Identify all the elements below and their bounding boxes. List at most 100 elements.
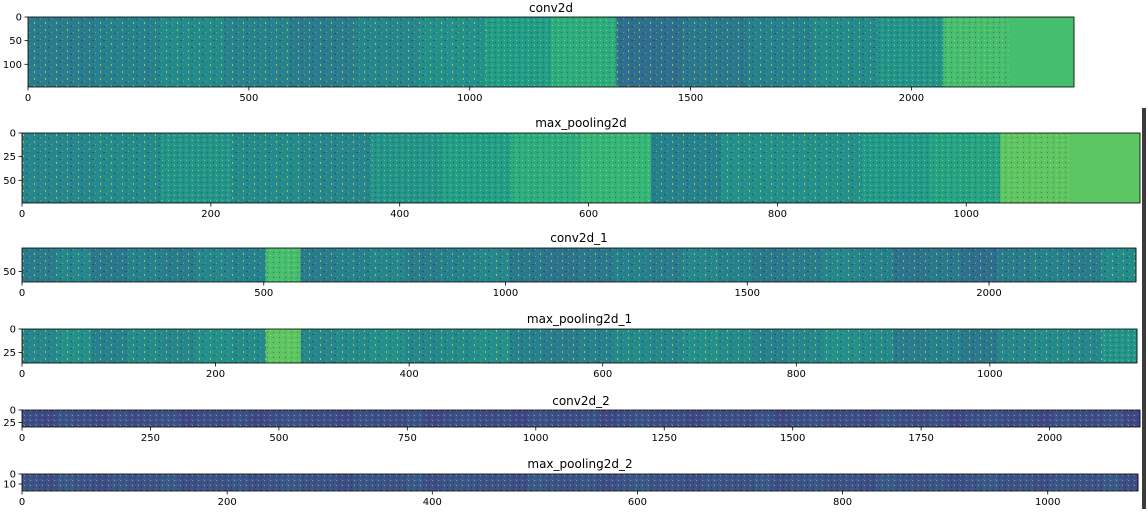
max-pooling2d-tile-texture [720,133,792,203]
conv2d-2-tile-texture [126,410,145,427]
max-pooling2d-2-tile-texture [231,474,250,491]
conv2d-2-tile-texture [982,410,1001,427]
conv2d-1-tile-texture [857,248,893,282]
max-pooling2d-x-tick-label: 200 [201,209,220,220]
conv2d-frame [27,16,1075,88]
max-pooling2d-1-x-tick-label: 600 [593,369,612,380]
max-pooling2d-2-tile-texture [545,474,563,491]
conv2d-2-y-tick-label: 0 [10,406,16,417]
max-pooling2d-2-tile-texture [440,474,459,491]
max-pooling2d-2-tile-texture [318,474,337,491]
max-pooling2d-1-tile-texture [684,329,720,363]
max-pooling2d-1-tile-texture [335,329,371,363]
conv2d-2-tile-texture [22,410,40,427]
conv2d-1-tile-texture [1066,248,1102,282]
conv2d-2-tile-texture [598,410,617,427]
conv2d-2-panel: conv2d_2 0 250 500 750 1000 1250 1500 1750 2000 02… [3,394,1141,444]
max-pooling2d-2-tile-texture [1050,474,1069,491]
max-pooling2d-tile-texture [231,133,302,203]
conv2d-1-x-tick-label: 1000 [493,288,518,299]
max-pooling2d-1-tile-texture [823,329,859,363]
max-pooling2d-2-tile-texture [126,474,145,491]
conv2d-tile-texture [747,17,813,87]
conv2d-2-tile-texture [441,410,460,427]
conv2d-tile-texture [877,17,944,87]
conv2d-2-tile-texture [773,410,792,427]
conv2d-1-tile-texture [265,248,301,282]
conv2d-2-tile-texture [790,410,809,427]
max-pooling2d-1-tile-texture [509,329,546,363]
max-pooling2d-1-tile-texture [370,329,406,363]
max-pooling2d-2-tile-texture [1085,474,1104,491]
max-pooling2d-1-x-tick-label: 1000 [977,369,1002,380]
conv2d-2-tile-texture [1122,410,1141,427]
max-pooling2d-2-tile-texture [963,474,982,491]
max-pooling2d-2-tile-texture [475,474,494,491]
conv2d-2-tile-texture [1070,410,1088,427]
conv2d-2-tile-texture [1035,410,1054,427]
conv2d-title: conv2d [529,1,573,15]
max-pooling2d-1-tile-texture [649,329,685,363]
scroll-bar[interactable] [1142,108,1146,509]
max-pooling2d-2-tile-texture [597,474,616,491]
conv2d-1-x-tick-label: 2000 [976,288,1001,299]
conv2d-y-tick-label: 50 [9,36,22,47]
conv2d-1-x-tick-label: 0 [19,288,25,299]
conv2d-1-tile-texture [474,248,510,282]
max-pooling2d-2-tile-texture [614,474,633,491]
max-pooling2d-2-tile-texture [649,474,668,491]
max-pooling2d-2-x-tick-label: 400 [423,497,442,508]
max-pooling2d-2-tile-texture [667,474,686,491]
max-pooling2d-2-tile-texture [1015,474,1034,491]
conv2d-1-tile-texture [996,248,1032,282]
conv2d-1-x-tick-label: 500 [254,288,273,299]
max-pooling2d-2-tile-texture [510,474,529,491]
conv2d-tile-texture [354,17,421,87]
conv2d-1-tile-texture [22,248,58,282]
conv2d-2-x-tick-label: 1250 [652,433,677,444]
max-pooling2d-2-tile-texture [1103,474,1121,491]
max-pooling2d-frame [21,132,1141,204]
conv2d-2-tile-texture [546,410,564,427]
conv2d-2-tile-texture [685,410,704,427]
max-pooling2d-2-tile-texture [928,474,947,491]
conv2d-2-tile-texture [161,410,180,427]
max-pooling2d-2-tile-texture [684,474,703,491]
conv2d-2-tile-texture [284,410,302,427]
conv2d-tile-texture [812,17,879,87]
conv2d-2-tile-texture [179,410,198,427]
max-pooling2d-1-tile-texture [161,329,197,363]
conv2d-1-title: conv2d_1 [550,231,608,245]
max-pooling2d-tile-texture [161,133,233,203]
conv2d-2-tile-texture [930,410,949,427]
conv2d-2-tile-texture [843,410,861,427]
max-pooling2d-x-tick-label: 1000 [954,209,979,220]
max-pooling2d-1-tile-texture [997,329,1033,363]
conv2d-2-tile-texture [214,410,233,427]
max-pooling2d-tile-texture [790,133,861,203]
max-pooling2d-2-frame [21,473,1139,492]
conv2d-tile-texture [551,17,617,87]
max-pooling2d-2-y-tick-label: 10 [3,480,16,491]
conv2d-2-tile-texture [74,410,93,427]
max-pooling2d-2-tile-texture [91,474,110,491]
max-pooling2d-y-tick-label: 25 [3,152,16,163]
max-pooling2d-2-tile-texture [771,474,790,491]
max-pooling2d-1-tile-texture [858,329,894,363]
max-pooling2d-1-tile-texture [962,329,999,363]
conv2d-2-tile-texture [668,410,687,427]
max-pooling2d-2-tile-texture [39,474,58,491]
max-pooling2d-title: max_pooling2d [535,116,627,130]
max-pooling2d-1-tile-texture [1102,329,1138,363]
conv2d-2-tile-texture [1087,410,1106,427]
max-pooling2d-2-tile-texture [789,474,808,491]
max-pooling2d-2-tile-texture [841,474,860,491]
max-pooling2d-1-tile-texture [1032,329,1068,363]
max-pooling2d-1-title: max_pooling2d_1 [527,312,632,326]
max-pooling2d-2-tile-texture [876,474,895,491]
max-pooling2d-2-panel: max_pooling2d_2 0 200 400 600 800 1000 010 [3,457,1139,508]
conv2d-x-tick-label: 500 [239,93,258,104]
max-pooling2d-2-tile-texture [998,474,1017,491]
conv2d-2-tile-texture [720,410,739,427]
max-pooling2d-2-tile-texture [946,474,965,491]
